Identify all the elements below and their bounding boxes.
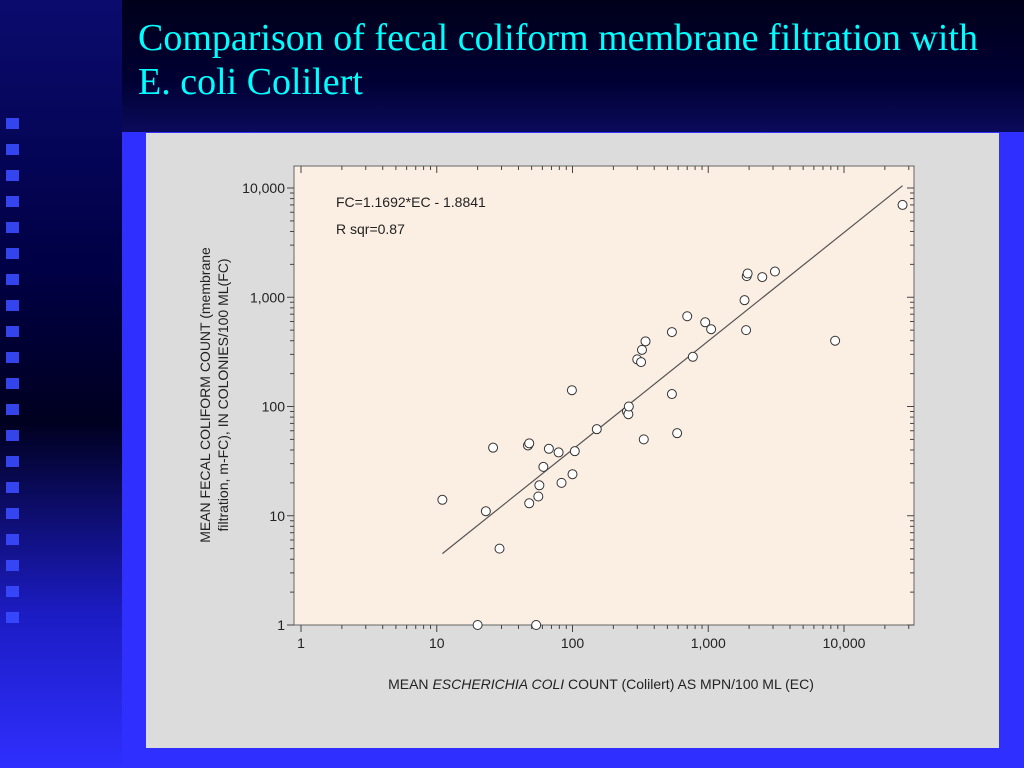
decorative-square <box>6 326 19 337</box>
rsqr-annotation: R sqr=0.87 <box>336 221 405 237</box>
data-point <box>472 620 483 630</box>
decorative-square <box>6 352 19 363</box>
data-point <box>636 344 647 355</box>
decorative-square <box>6 612 19 623</box>
data-point <box>640 336 651 347</box>
decorative-square <box>6 170 19 181</box>
plot-area <box>293 165 915 626</box>
data-point <box>566 385 577 396</box>
x-axis-label-suffix: COUNT (Colilert) AS MPN/100 ML (EC) <box>564 676 814 692</box>
decorative-square <box>6 222 19 233</box>
data-point <box>897 199 908 210</box>
slide-title: Comparison of fecal coliform membrane fi… <box>138 17 978 103</box>
data-point <box>567 469 578 480</box>
decorative-square <box>6 456 19 467</box>
data-point <box>524 438 535 449</box>
y-tick-label: 10,000 <box>242 180 285 196</box>
data-point <box>534 480 545 491</box>
data-point <box>687 351 698 362</box>
figure-panel: 1 10 100 1,000 10,000 1 10 100 1,000 10,000 FC=1.… <box>146 133 999 748</box>
x-tick-label: 100 <box>561 635 585 651</box>
x-axis-label-italic: ESCHERICHIA COLI <box>432 676 564 692</box>
decorative-square <box>6 378 19 389</box>
data-point <box>488 442 499 453</box>
x-axis-label-prefix: MEAN <box>388 676 432 692</box>
data-point <box>553 447 564 458</box>
data-point <box>757 272 768 283</box>
data-point <box>591 424 602 435</box>
equation-annotation: FC=1.1692*EC - 1.8841 <box>336 194 486 210</box>
decorative-square <box>6 560 19 571</box>
data-point <box>480 506 491 517</box>
data-point <box>682 311 693 322</box>
data-point <box>636 357 647 368</box>
decorative-square <box>6 118 19 129</box>
data-point <box>739 295 750 306</box>
data-point <box>538 461 549 472</box>
decorative-square <box>6 144 19 155</box>
data-point <box>706 324 717 335</box>
data-point <box>830 335 841 346</box>
axes-group: 1 10 100 1,000 10,000 1 10 100 1,000 10,000 <box>242 166 914 651</box>
x-axis-label: MEAN ESCHERICHIA COLI COUNT (Colilert) A… <box>388 676 814 692</box>
data-point <box>569 446 580 457</box>
decorative-square <box>6 196 19 207</box>
data-point <box>437 494 448 505</box>
data-point <box>742 268 753 279</box>
decorative-square <box>6 534 19 545</box>
data-point <box>531 620 542 630</box>
regression-fit-line <box>441 185 903 555</box>
data-point <box>533 491 544 502</box>
y-axis-label-line1: MEAN FECAL COLIFORM COUNT (membrane <box>197 247 213 543</box>
data-point <box>623 401 634 412</box>
data-point <box>494 543 505 554</box>
x-tick-label: 10,000 <box>823 635 866 651</box>
data-point <box>672 428 683 439</box>
decorative-square <box>6 404 19 415</box>
data-point <box>666 327 677 338</box>
y-axis-label-line2: filtration, m-FC), IN COLONIES/100 ML(FC… <box>215 258 231 531</box>
x-tick-label: 10 <box>429 635 445 651</box>
data-point <box>543 443 554 454</box>
fit-line-group <box>441 185 903 555</box>
y-tick-label: 100 <box>262 399 286 415</box>
slide-header-band <box>122 0 1024 132</box>
x-tick-label: 1,000 <box>691 635 726 651</box>
data-point <box>666 389 677 400</box>
y-tick-label: 10 <box>269 508 285 524</box>
decorative-square <box>6 300 19 311</box>
x-tick-label: 1 <box>297 635 305 651</box>
y-tick-label: 1,000 <box>250 289 285 305</box>
y-tick-label: 1 <box>277 617 285 633</box>
data-point <box>769 266 780 277</box>
decorative-square <box>6 482 19 493</box>
data-point <box>700 317 711 328</box>
data-point <box>524 498 535 509</box>
decorative-square <box>6 508 19 519</box>
data-point <box>556 477 567 488</box>
decorative-square <box>6 586 19 597</box>
decorative-square <box>6 430 19 441</box>
decorative-squares <box>6 118 28 638</box>
scatter-chart: 1 10 100 1,000 10,000 1 10 100 1,000 10,000 FC=1.… <box>197 165 915 692</box>
decorative-square <box>6 248 19 259</box>
data-point <box>638 434 649 445</box>
slide-left-strip <box>0 0 122 768</box>
data-points-group <box>437 199 908 630</box>
data-point <box>741 325 752 336</box>
decorative-square <box>6 274 19 285</box>
